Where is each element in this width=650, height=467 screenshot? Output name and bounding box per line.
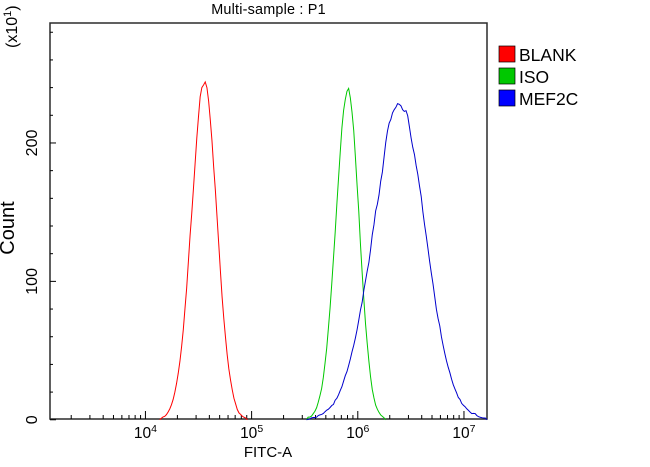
svg-text:0: 0 <box>24 415 41 424</box>
svg-text:200: 200 <box>24 130 41 157</box>
svg-text:MEF2C: MEF2C <box>519 89 578 109</box>
svg-text:BLANK: BLANK <box>519 45 577 65</box>
svg-text:105: 105 <box>240 423 263 442</box>
svg-text:106: 106 <box>346 423 369 442</box>
svg-text:FITC-A: FITC-A <box>244 444 292 461</box>
svg-text:104: 104 <box>134 423 157 442</box>
svg-text:ISO: ISO <box>519 67 549 87</box>
svg-text:100: 100 <box>24 268 41 295</box>
svg-text:(x101): (x101) <box>2 5 21 48</box>
svg-text:107: 107 <box>452 423 475 442</box>
svg-text:Count: Count <box>0 201 19 255</box>
